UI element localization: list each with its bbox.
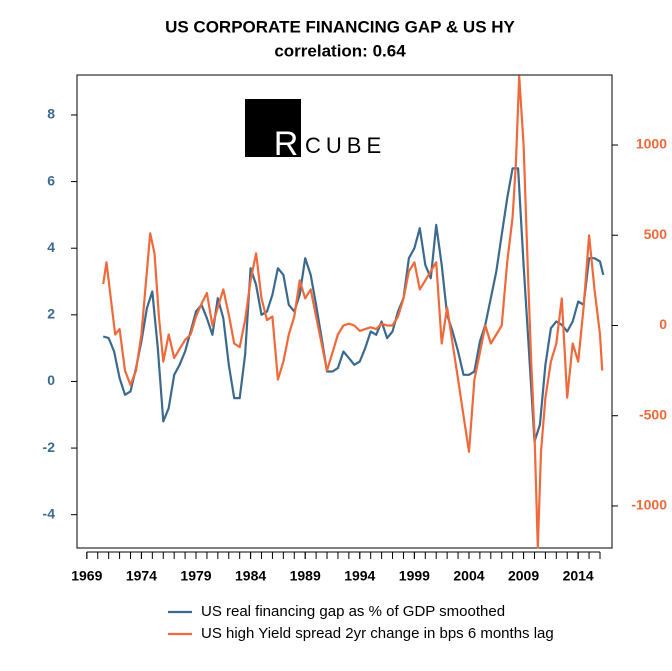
y-tick-label: 4 [47, 239, 55, 255]
series-line [102, 167, 605, 443]
chart-title: US CORPORATE FINANCING GAP & US HY [165, 17, 515, 36]
logo-box [245, 99, 301, 157]
y2-tick-label: 0 [659, 316, 667, 332]
x-tick-label: 1989 [290, 568, 321, 584]
y-tick-label: 6 [47, 172, 55, 188]
y-tick-label: 0 [47, 372, 55, 388]
x-tick-label: 1969 [71, 568, 102, 584]
logo-r: R [274, 125, 299, 163]
series-line [102, 75, 604, 549]
y-tick-label: 8 [47, 106, 55, 122]
y-tick-label: -4 [43, 505, 56, 521]
y2-tick-label: -500 [639, 406, 667, 422]
x-tick-label: 1974 [126, 568, 157, 584]
y2-tick-label: 1000 [636, 136, 667, 152]
x-tick-label: 2004 [453, 568, 484, 584]
plot-frame [76, 74, 613, 549]
x-tick-label: 1984 [235, 568, 266, 584]
legend-label: US real financing gap as % of GDP smooth… [201, 603, 505, 620]
y-tick-label: -2 [43, 439, 56, 455]
x-tick-label: 1979 [180, 568, 211, 584]
y2-tick-label: -1000 [631, 497, 667, 513]
x-tick-label: 1994 [344, 568, 375, 584]
y-tick-label: 2 [47, 306, 55, 322]
logo-text: CUBE [305, 133, 386, 158]
x-tick-label: 2009 [508, 568, 539, 584]
x-tick-label: 1999 [399, 568, 430, 584]
chart-subtitle: correlation: 0.64 [274, 41, 406, 60]
legend-label: US high Yield spread 2yr change in bps 6… [201, 625, 554, 642]
y2-tick-label: 500 [644, 226, 668, 242]
x-tick-label: 2014 [563, 568, 594, 584]
